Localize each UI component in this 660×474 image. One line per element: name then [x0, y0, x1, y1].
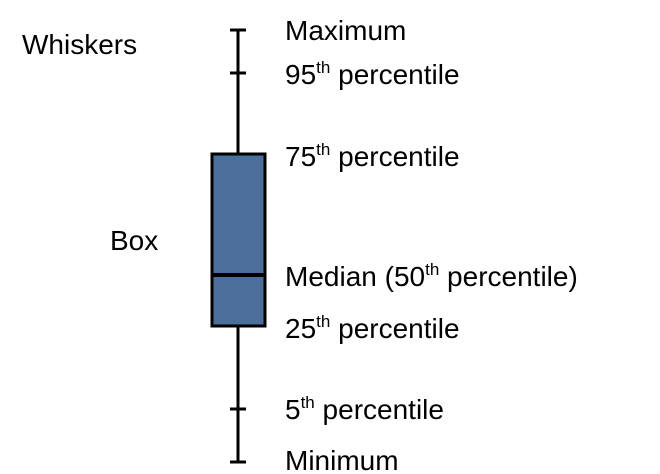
maximum-label: Maximum: [285, 15, 406, 46]
p25-label: 25th percentile: [285, 312, 460, 344]
p5-label: 5th percentile: [285, 393, 444, 425]
box-label: Box: [110, 225, 158, 256]
median-label: Median (50th percentile): [285, 260, 578, 292]
minimum-label: Minimum: [285, 445, 399, 474]
p75-label: 75th percentile: [285, 140, 460, 172]
p95-label: 95th percentile: [285, 58, 460, 90]
interquartile-box: [210, 152, 267, 328]
whiskers-label: Whiskers: [22, 29, 137, 60]
